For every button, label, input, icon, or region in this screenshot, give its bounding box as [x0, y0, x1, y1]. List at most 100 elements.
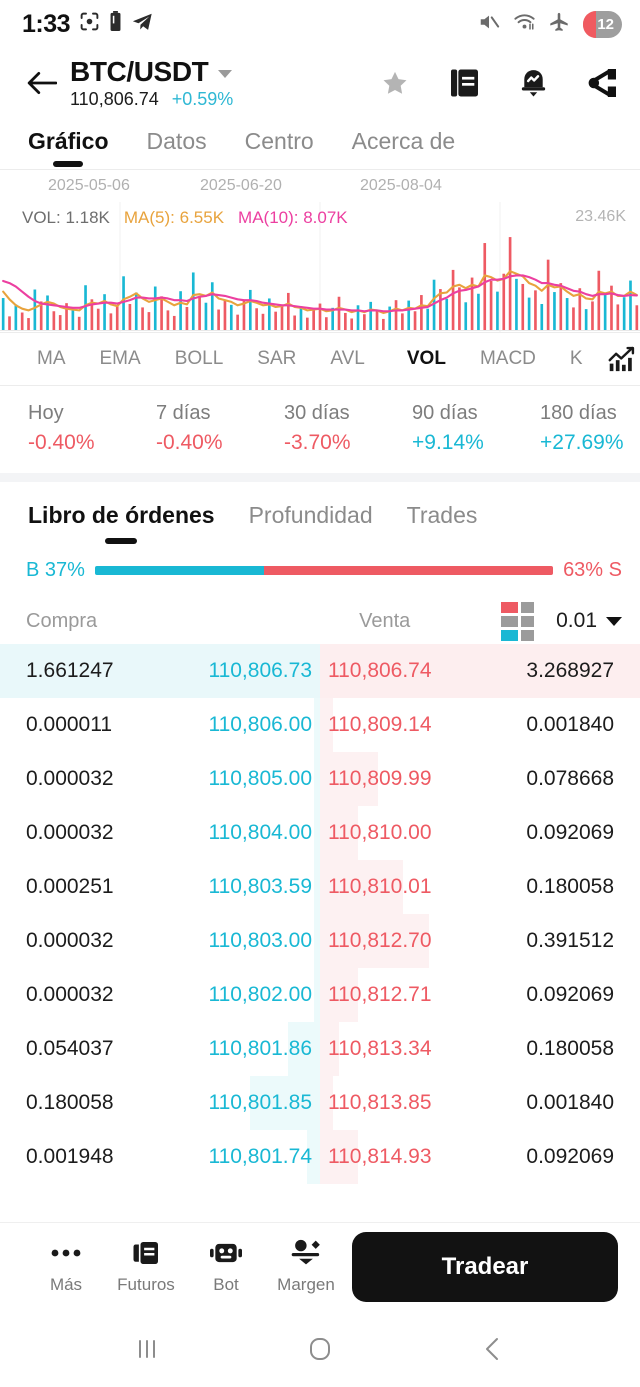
- buy-price: 110,804.00: [208, 821, 312, 844]
- ratio-bar: [94, 566, 554, 575]
- main-tabs: Gráfico Datos Centro Acerca de: [0, 118, 640, 169]
- buy-amount: 0.000032: [26, 929, 114, 952]
- stat-label: 90 días: [412, 402, 478, 424]
- orderbook-row[interactable]: 0.001948 110,801.74 110,814.93 0.092069: [0, 1130, 640, 1184]
- indicator-vol[interactable]: VOL: [406, 348, 446, 369]
- pair-price-row: 110,806.74 +0.59%: [70, 89, 233, 110]
- stat-label: 180 días: [540, 402, 617, 424]
- bottom-nav-item-futuros[interactable]: Futuros: [106, 1238, 186, 1295]
- chart-x-label: 2025-05-06: [48, 177, 130, 194]
- orderbook-row[interactable]: 0.000011 110,806.00 110,809.14 0.001840: [0, 698, 640, 752]
- orderbook-controls: 0.01: [501, 601, 622, 641]
- orderbook-row[interactable]: 1.661247 110,806.73 110,806.74 3.268927: [0, 644, 640, 698]
- indicator-k[interactable]: K: [569, 348, 583, 369]
- back-arrow-icon[interactable]: [20, 61, 64, 105]
- bottom-nav-item-bot[interactable]: Bot: [186, 1238, 266, 1295]
- orderbook-row[interactable]: 0.054037 110,801.86 110,813.34 0.180058: [0, 1022, 640, 1076]
- buy-depth-bar: [313, 806, 320, 860]
- indicator-sar[interactable]: SAR: [257, 348, 297, 369]
- sell-amount: 0.001840: [526, 713, 614, 736]
- volume-max-label: 23.46K: [575, 208, 626, 225]
- stat-label: 7 días: [156, 402, 211, 424]
- period-change-stats: Hoy -0.40% 7 días -0.40% 30 días -3.70% 90 día…: [0, 386, 640, 473]
- orderbook-row[interactable]: 0.000032 110,805.00 110,809.99 0.078668: [0, 752, 640, 806]
- tab-label: Gráfico: [28, 128, 109, 154]
- buy-price: 110,803.00: [208, 929, 312, 952]
- orders-book-icon[interactable]: [448, 67, 480, 99]
- legend-item: VOL: 1.18K: [22, 208, 110, 227]
- decimal-precision-value: 0.01: [556, 609, 597, 632]
- ratio-bar-sell: [264, 566, 554, 575]
- orderbook-row[interactable]: 0.000032 110,803.00 110,812.70 0.391512: [0, 914, 640, 968]
- buy-price: 110,806.73: [208, 659, 312, 682]
- chart-x-label: 2025-08-04: [360, 177, 442, 194]
- stat-value: -0.40%: [28, 431, 95, 454]
- bottom-nav-label: Más: [49, 1275, 83, 1294]
- bottom-nav-item-margen[interactable]: Margen: [266, 1238, 346, 1295]
- orderbook-row[interactable]: 0.000251 110,803.59 110,810.01 0.180058: [0, 860, 640, 914]
- orderbook-tab-trades[interactable]: Trades: [407, 502, 478, 545]
- tab-datos[interactable]: Datos: [147, 128, 207, 169]
- stat-value: -0.40%: [156, 431, 223, 454]
- buy-depth-bar: [313, 914, 320, 968]
- orderbook-row[interactable]: 0.180058 110,801.85 110,813.85 0.001840: [0, 1076, 640, 1130]
- chart-area[interactable]: 2025-05-06 2025-06-20 2025-08-04 VOL: 1.18…: [0, 170, 640, 332]
- back-icon[interactable]: [461, 1325, 525, 1373]
- sell-price: 110,809.14: [328, 713, 432, 736]
- notification-count: 12: [597, 15, 614, 33]
- bottom-nav-item-mas[interactable]: Más: [26, 1238, 106, 1295]
- alert-bell-icon[interactable]: [517, 67, 549, 99]
- margin-icon: [290, 1238, 322, 1268]
- buy-depth-bar: [313, 968, 320, 1022]
- sell-amount: 3.268927: [526, 659, 614, 682]
- orderbook-row[interactable]: 0.000032 110,804.00 110,810.00 0.092069: [0, 806, 640, 860]
- buy-amount: 0.000251: [26, 875, 114, 898]
- buy-depth-bar: [307, 1130, 320, 1184]
- chevron-down-icon[interactable]: [606, 616, 622, 626]
- sell-price: 110,810.00: [328, 821, 432, 844]
- indicator-boll[interactable]: BOLL: [174, 348, 224, 369]
- chevron-down-icon[interactable]: [218, 70, 233, 78]
- orderbook-tab-profundidad[interactable]: Profundidad: [249, 502, 373, 545]
- star-icon[interactable]: [379, 67, 411, 99]
- buy-price: 110,805.00: [208, 767, 312, 790]
- pair-selector[interactable]: BTC/USDT: [70, 56, 233, 88]
- tab-centro[interactable]: Centro: [245, 128, 314, 169]
- bottom-nav-label: Bot: [213, 1275, 239, 1294]
- recents-icon[interactable]: [115, 1325, 179, 1373]
- sell-depth-bar: [320, 1076, 333, 1130]
- wifi-icon: [512, 11, 537, 38]
- buy-amount: 1.661247: [26, 659, 114, 682]
- tab-gráfico[interactable]: Gráfico: [28, 128, 109, 169]
- stat-value: +9.14%: [412, 431, 484, 454]
- decimal-precision-selector[interactable]: 0.01: [556, 609, 622, 633]
- battery-icon: [109, 11, 122, 37]
- chart-settings-icon[interactable]: [608, 344, 638, 374]
- trade-button[interactable]: Tradear: [352, 1231, 618, 1302]
- sell-column-header: Venta: [359, 609, 411, 632]
- home-icon[interactable]: [288, 1325, 352, 1373]
- tab-acerca-de[interactable]: Acerca de: [352, 128, 456, 169]
- orderbook-row[interactable]: 0.000032 110,802.00 110,812.71 0.092069: [0, 968, 640, 1022]
- orderbook-tab-libro-de-órdenes[interactable]: Libro de órdenes: [28, 502, 215, 545]
- buy-price: 110,801.85: [208, 1091, 312, 1114]
- sell-price: 110,810.01: [328, 875, 432, 898]
- indicator-ma[interactable]: MA: [37, 348, 66, 369]
- sell-price: 110,812.70: [328, 929, 432, 952]
- indicator-ema[interactable]: EMA: [99, 348, 141, 369]
- orderbook-rows[interactable]: 1.661247 110,806.73 110,806.74 3.268927 0.00…: [0, 644, 640, 1184]
- sell-price: 110,813.85: [328, 1091, 432, 1114]
- buy-amount: 0.000032: [26, 821, 114, 844]
- bottom-nav-label: Margen: [277, 1275, 335, 1294]
- chart-x-axis: 2025-05-06 2025-06-20 2025-08-04: [0, 170, 640, 202]
- indicator-avl[interactable]: AVL: [330, 348, 365, 369]
- indicator-macd[interactable]: MACD: [479, 348, 536, 369]
- depth-layout-icon[interactable]: [501, 601, 535, 641]
- sell-depth-bar: [320, 1130, 359, 1184]
- price-change-percent: +0.59%: [171, 89, 234, 109]
- sell-depth-bar: [320, 806, 359, 860]
- tab-label: Datos: [146, 128, 207, 154]
- share-icon[interactable]: [586, 67, 618, 99]
- pair-block[interactable]: BTC/USDT 110,806.74 +0.59%: [70, 56, 233, 110]
- volume-chart[interactable]: VOL: 1.18K MA(5): 6.55K MA(10): 8.07K 23.4…: [0, 202, 640, 332]
